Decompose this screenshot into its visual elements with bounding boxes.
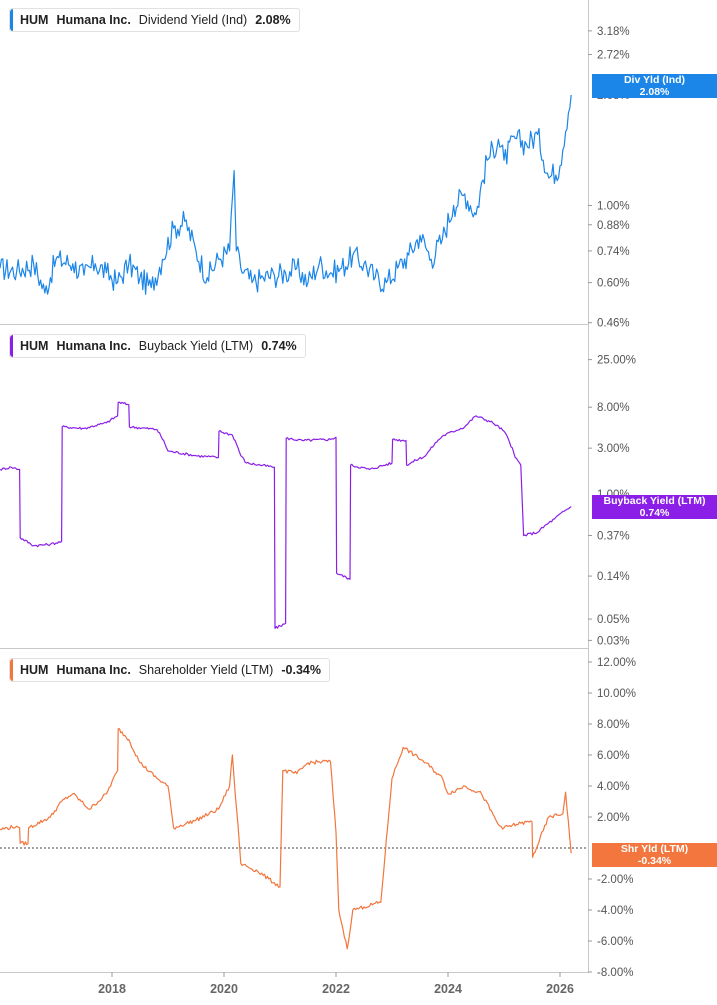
- series-line-3: [0, 728, 572, 950]
- y-tick-label: 10.00%: [597, 688, 636, 700]
- y-tick-label: -8.00%: [597, 967, 633, 979]
- y-tick-label: 8.00%: [597, 402, 630, 414]
- y-tick-label: 0.14%: [597, 571, 630, 583]
- legend-company: Humana Inc.: [56, 13, 131, 27]
- x-tick-label: 2024: [434, 982, 462, 996]
- y-tick-label: 0.88%: [597, 220, 630, 232]
- current-value-tag: Shr Yld (LTM) -0.34%: [592, 843, 717, 867]
- legend-ticker: HUM: [20, 339, 49, 353]
- legend-metric: Shareholder Yield (LTM): [138, 663, 274, 677]
- current-value: -0.34%: [637, 855, 672, 867]
- y-tick-label: 8.00%: [597, 719, 630, 731]
- legend-color-bar: [10, 659, 13, 681]
- legend-metric: Buyback Yield (LTM): [138, 339, 254, 353]
- legend-ticker: HUM: [20, 663, 49, 677]
- series-line-1: [0, 94, 572, 295]
- y-tick-label: 0.05%: [597, 614, 630, 626]
- legend-color-bar: [10, 9, 13, 31]
- y-tick-label: -2.00%: [597, 874, 633, 886]
- legend-company: Humana Inc.: [56, 663, 131, 677]
- y-tick-label: 25.00%: [597, 355, 636, 367]
- x-tick-label: 2022: [322, 982, 350, 996]
- x-tick-label: 2026: [546, 982, 574, 996]
- y-tick-label: 6.00%: [597, 750, 630, 762]
- y-tick-label: -6.00%: [597, 936, 633, 948]
- y-tick-label: 0.74%: [597, 246, 630, 258]
- current-value: 0.74%: [639, 507, 670, 519]
- y-tick-label: 0.60%: [597, 278, 630, 290]
- y-tick-label: 12.00%: [597, 657, 636, 669]
- legend-color-bar: [10, 335, 13, 357]
- current-value: 2.08%: [639, 86, 670, 98]
- y-tick-label: 3.18%: [597, 26, 630, 38]
- legend-value: 2.08%: [255, 13, 291, 27]
- current-value-tag: Buyback Yield (LTM) 0.74%: [592, 495, 717, 519]
- legend-box[interactable]: HUM Humana Inc. Buyback Yield (LTM) 0.74%: [9, 334, 306, 358]
- current-value-label: Shr Yld (LTM): [620, 843, 689, 855]
- legend-value: -0.34%: [281, 663, 321, 677]
- y-tick-label: 0.03%: [597, 635, 630, 647]
- series-line-2: [0, 401, 572, 629]
- y-tick-label: 3.00%: [597, 443, 630, 455]
- y-tick-label: 1.00%: [597, 200, 630, 212]
- current-value-label: Buyback Yield (LTM): [603, 495, 706, 507]
- legend-company: Humana Inc.: [56, 339, 131, 353]
- legend-metric: Dividend Yield (Ind): [138, 13, 248, 27]
- y-tick-label: 4.00%: [597, 781, 630, 793]
- legend-box[interactable]: HUM Humana Inc. Dividend Yield (Ind) 2.08%: [9, 8, 300, 32]
- y-tick-label: 0.46%: [597, 318, 630, 330]
- legend-box[interactable]: HUM Humana Inc. Shareholder Yield (LTM) -0.…: [9, 658, 330, 682]
- legend-ticker: HUM: [20, 13, 49, 27]
- current-value-tag: Div Yld (Ind) 2.08%: [592, 74, 717, 98]
- y-tick-label: 2.72%: [597, 49, 630, 61]
- y-tick-label: 2.00%: [597, 812, 630, 824]
- legend-value: 0.74%: [261, 339, 297, 353]
- current-value-label: Div Yld (Ind): [623, 74, 686, 86]
- x-tick-label: 2020: [210, 982, 238, 996]
- x-tick-label: 2018: [98, 982, 126, 996]
- y-tick-label: 0.37%: [597, 531, 630, 543]
- y-tick-label: -4.00%: [597, 905, 633, 917]
